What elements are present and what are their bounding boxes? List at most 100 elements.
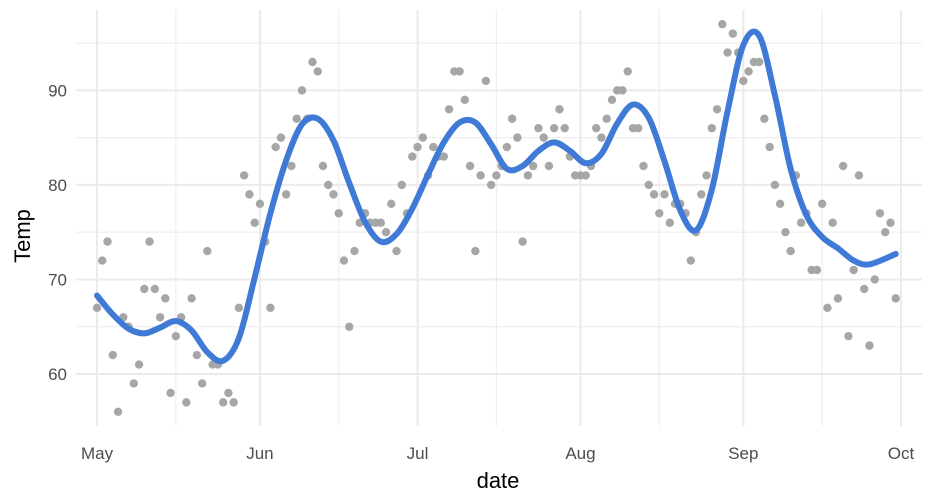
data-point <box>712 105 722 114</box>
data-point <box>786 246 795 256</box>
data-point <box>697 190 706 199</box>
data-point <box>113 407 123 417</box>
data-point <box>775 199 785 209</box>
data-point <box>145 237 154 246</box>
data-point <box>376 218 385 227</box>
data-point <box>507 114 517 123</box>
data-point <box>229 398 238 407</box>
y-tick-label: 60 <box>48 365 67 384</box>
data-point <box>660 190 669 199</box>
data-point <box>655 209 664 218</box>
data-point <box>707 123 717 133</box>
data-point <box>623 67 632 76</box>
data-point <box>754 57 764 67</box>
data-point <box>723 48 732 57</box>
data-point <box>718 19 727 29</box>
data-point <box>881 227 890 237</box>
major-gridlines <box>76 10 922 426</box>
data-point <box>471 246 480 256</box>
data-point <box>98 256 107 265</box>
data-point <box>429 142 438 152</box>
data-point <box>812 265 822 275</box>
data-point <box>418 133 428 142</box>
data-point <box>271 142 280 152</box>
data-point <box>686 256 695 265</box>
data-point <box>760 114 769 123</box>
data-point <box>108 350 117 360</box>
data-point <box>513 133 522 142</box>
data-point <box>339 256 349 265</box>
data-point <box>444 105 454 114</box>
data-point <box>140 284 149 294</box>
smooth-line <box>94 28 899 365</box>
data-point <box>324 180 333 190</box>
data-point <box>560 123 569 133</box>
data-point <box>203 246 212 256</box>
data-point <box>329 190 338 199</box>
smooth-trend-line <box>94 28 899 365</box>
data-point <box>192 350 202 360</box>
data-point <box>334 209 343 218</box>
x-tick-labels: May Jun Jul Aug Sep Oct <box>81 444 915 463</box>
data-point <box>245 190 254 199</box>
data-point <box>854 171 864 180</box>
data-point <box>161 294 170 303</box>
data-point <box>387 199 396 209</box>
data-point <box>287 161 296 171</box>
data-point <box>134 360 144 369</box>
data-point <box>639 161 648 171</box>
data-point <box>481 76 491 86</box>
data-point <box>828 218 837 227</box>
data-point <box>171 331 181 341</box>
data-point <box>523 171 533 180</box>
data-point <box>518 237 527 246</box>
data-point <box>276 133 286 142</box>
data-point <box>486 180 496 190</box>
data-point <box>534 123 543 133</box>
data-point <box>460 95 470 105</box>
data-point <box>182 398 191 407</box>
data-point <box>744 67 753 76</box>
data-point <box>476 171 485 180</box>
data-point <box>345 322 354 331</box>
data-point <box>555 105 564 114</box>
data-point <box>318 161 328 171</box>
data-point <box>817 199 827 209</box>
data-point <box>239 171 249 180</box>
x-tick-label: Jun <box>246 444 273 463</box>
data-point <box>870 275 879 284</box>
y-tick-label: 90 <box>48 81 67 100</box>
y-tick-label: 80 <box>48 176 67 195</box>
data-point <box>150 284 160 294</box>
data-point <box>308 57 317 67</box>
data-point <box>665 218 674 227</box>
data-point <box>234 303 244 313</box>
data-point <box>381 227 391 237</box>
data-point <box>166 388 175 398</box>
data-point <box>392 246 401 256</box>
data-point <box>502 142 512 152</box>
y-tick-labels: 60 70 80 90 <box>48 81 67 384</box>
data-point <box>255 199 265 209</box>
data-point <box>197 379 207 388</box>
data-point <box>408 152 417 161</box>
data-point <box>739 76 748 86</box>
data-point <box>649 190 659 199</box>
data-point <box>218 398 228 407</box>
data-point <box>634 123 643 133</box>
data-point <box>844 331 853 341</box>
data-point <box>765 142 774 152</box>
data-point <box>292 114 301 123</box>
data-point <box>875 209 885 218</box>
data-point <box>728 29 738 38</box>
data-point <box>224 388 233 398</box>
x-tick-label: Aug <box>565 444 595 463</box>
data-point <box>413 142 422 152</box>
data-point <box>492 171 501 180</box>
data-point <box>838 161 848 171</box>
data-point <box>859 284 869 294</box>
y-axis-title: Temp <box>10 209 35 263</box>
data-point <box>581 171 590 180</box>
data-point <box>439 152 449 161</box>
